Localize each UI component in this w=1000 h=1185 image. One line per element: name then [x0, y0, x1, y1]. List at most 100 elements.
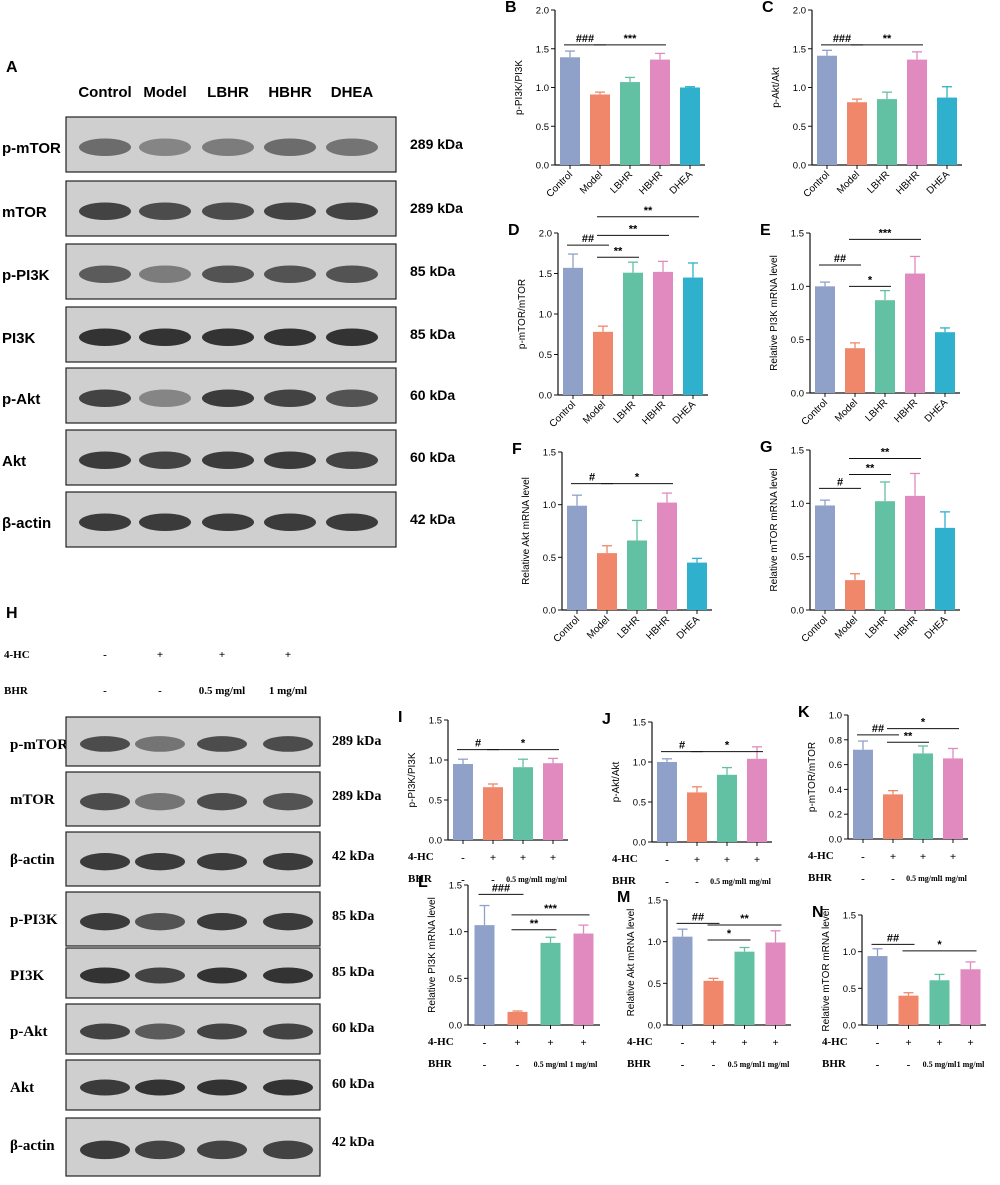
bottom-blot-row-band: [80, 1023, 130, 1040]
y-tick-label: 1.5: [791, 446, 804, 457]
bottom-blot-row-band: [135, 1079, 185, 1096]
condition-value: +: [514, 1037, 520, 1049]
y-tick-label: 1.5: [449, 881, 462, 892]
condition-value: +: [580, 1037, 586, 1049]
top-blot-row-band: [79, 389, 131, 408]
blot-row-label: mTOR: [10, 792, 55, 808]
bar: [929, 980, 950, 1025]
kda-label: 60 kDa: [332, 1021, 374, 1036]
x-tick-label: Model: [585, 614, 612, 641]
chart-panel-n: N 0.0 0.5 1.0 1.5 Relative mTOR mRNA level 4-H…: [812, 904, 986, 1071]
significance-label: *: [727, 928, 732, 940]
bar: [560, 57, 580, 165]
x-tick-label: DHEA: [923, 614, 951, 642]
y-tick-label: 0.0: [793, 161, 806, 172]
blot-row-label: p-Akt: [2, 391, 40, 408]
bottom-blot-row-band: [80, 736, 130, 752]
top-blot-row-band: [326, 451, 378, 470]
condition-value: 1 mg/ml: [939, 874, 968, 883]
y-tick-label: 1.0: [449, 927, 462, 938]
significance-label: **: [740, 913, 749, 925]
y-axis-label: p-Akt/Akt: [611, 762, 622, 803]
y-tick-label: 0.2: [829, 810, 842, 821]
significance-label: ###: [492, 882, 510, 894]
x-tick-label: HBHR: [644, 614, 672, 642]
bottom-blot-row-band: [263, 967, 313, 984]
bar: [507, 1011, 528, 1025]
x-tick-label: DHEA: [668, 169, 696, 197]
significance-label: ##: [872, 723, 884, 735]
bar: [943, 758, 963, 839]
x-tick-label: LBHR: [615, 614, 642, 641]
condition-label: BHR: [4, 685, 29, 697]
bottom-blot-row-band: [135, 853, 185, 871]
x-tick-label: LBHR: [865, 169, 892, 196]
bar: [875, 300, 895, 393]
y-axis-label: p-mTOR/mTOR: [807, 742, 818, 812]
y-tick-label: 0.8: [829, 735, 842, 746]
condition-label: 4-HC: [627, 1036, 653, 1048]
bar: [883, 794, 903, 839]
chart-panel-c: C 0.0 0.5 1.0 1.5 2.0 p-Akt/Akt Control Model LBH…: [762, 0, 962, 200]
bottom-blot-row-band: [263, 913, 313, 931]
x-tick-label: HBHR: [892, 614, 920, 642]
significance-label: ##: [582, 233, 594, 245]
y-tick-label: 0.5: [793, 122, 806, 133]
y-tick-label: 0.0: [791, 606, 804, 617]
bottom-blot-row-band: [263, 853, 313, 871]
blot-row-label: PI3K: [10, 968, 45, 984]
condition-value: 0.5 mg/ml: [923, 1060, 958, 1069]
y-tick-label: 0.0: [429, 836, 442, 847]
condition-value: +: [694, 854, 700, 866]
bar: [717, 774, 737, 842]
bottom-blot-row-band: [263, 1140, 313, 1160]
bar: [540, 942, 561, 1025]
bar: [513, 767, 533, 840]
condition-value: +: [157, 649, 163, 661]
bottom-blot-row-band: [197, 1140, 247, 1160]
top-blot-row-band: [264, 451, 316, 470]
y-tick-label: 1.0: [536, 83, 549, 94]
significance-label: ##: [834, 253, 846, 265]
top-blot-row-band: [326, 202, 378, 221]
chart-panel-j: J 0.0 0.5 1.0 1.5 p-Akt/Akt 4-HC - + + + BHR - - 0.5 m…: [602, 711, 772, 888]
top-blot-row-band: [264, 202, 316, 221]
significance-label: *: [937, 939, 942, 951]
bottom-blot-row-band: [135, 736, 185, 752]
y-tick-label: 1.5: [633, 718, 646, 729]
condition-value: +: [724, 854, 730, 866]
condition-value: 0.5 mg/ml: [534, 1060, 569, 1069]
condition-value: -: [681, 1059, 685, 1071]
condition-label: 4-HC: [4, 649, 30, 661]
y-tick-label: 0.5: [791, 335, 804, 346]
y-axis-label: p-PI3K/PI3K: [407, 752, 418, 807]
significance-label: *: [868, 274, 873, 286]
bar: [567, 505, 587, 610]
panel-letter-h: H: [6, 605, 18, 622]
significance-label: **: [881, 447, 890, 459]
condition-label: BHR: [822, 1058, 847, 1070]
top-blot-row-band: [264, 265, 316, 284]
panel-letter: N: [812, 904, 824, 921]
y-axis-label: Relative PI3K mRNA level: [769, 255, 780, 371]
y-axis-label: p-PI3K/PI3K: [514, 60, 525, 115]
bar: [845, 348, 865, 393]
y-axis-label: Relative Akt mRNA level: [521, 477, 532, 585]
panel-letter: K: [798, 704, 810, 721]
lane-header: Control: [78, 84, 131, 101]
condition-value: +: [520, 852, 526, 864]
top-blot-row-band: [139, 138, 191, 157]
x-tick-label: LBHR: [863, 614, 890, 641]
top-blot-row-band: [139, 328, 191, 347]
y-tick-label: 1.5: [793, 44, 806, 55]
bottom-blot-row-band: [197, 1079, 247, 1096]
y-tick-label: 2.0: [793, 6, 806, 17]
bar: [898, 995, 919, 1025]
y-tick-label: 1.5: [429, 716, 442, 727]
condition-value: 1 mg/ml: [269, 685, 307, 697]
condition-value: -: [103, 649, 107, 661]
y-tick-label: 0.5: [536, 122, 549, 133]
condition-value: -: [876, 1037, 880, 1049]
y-tick-label: 0.0: [536, 161, 549, 172]
